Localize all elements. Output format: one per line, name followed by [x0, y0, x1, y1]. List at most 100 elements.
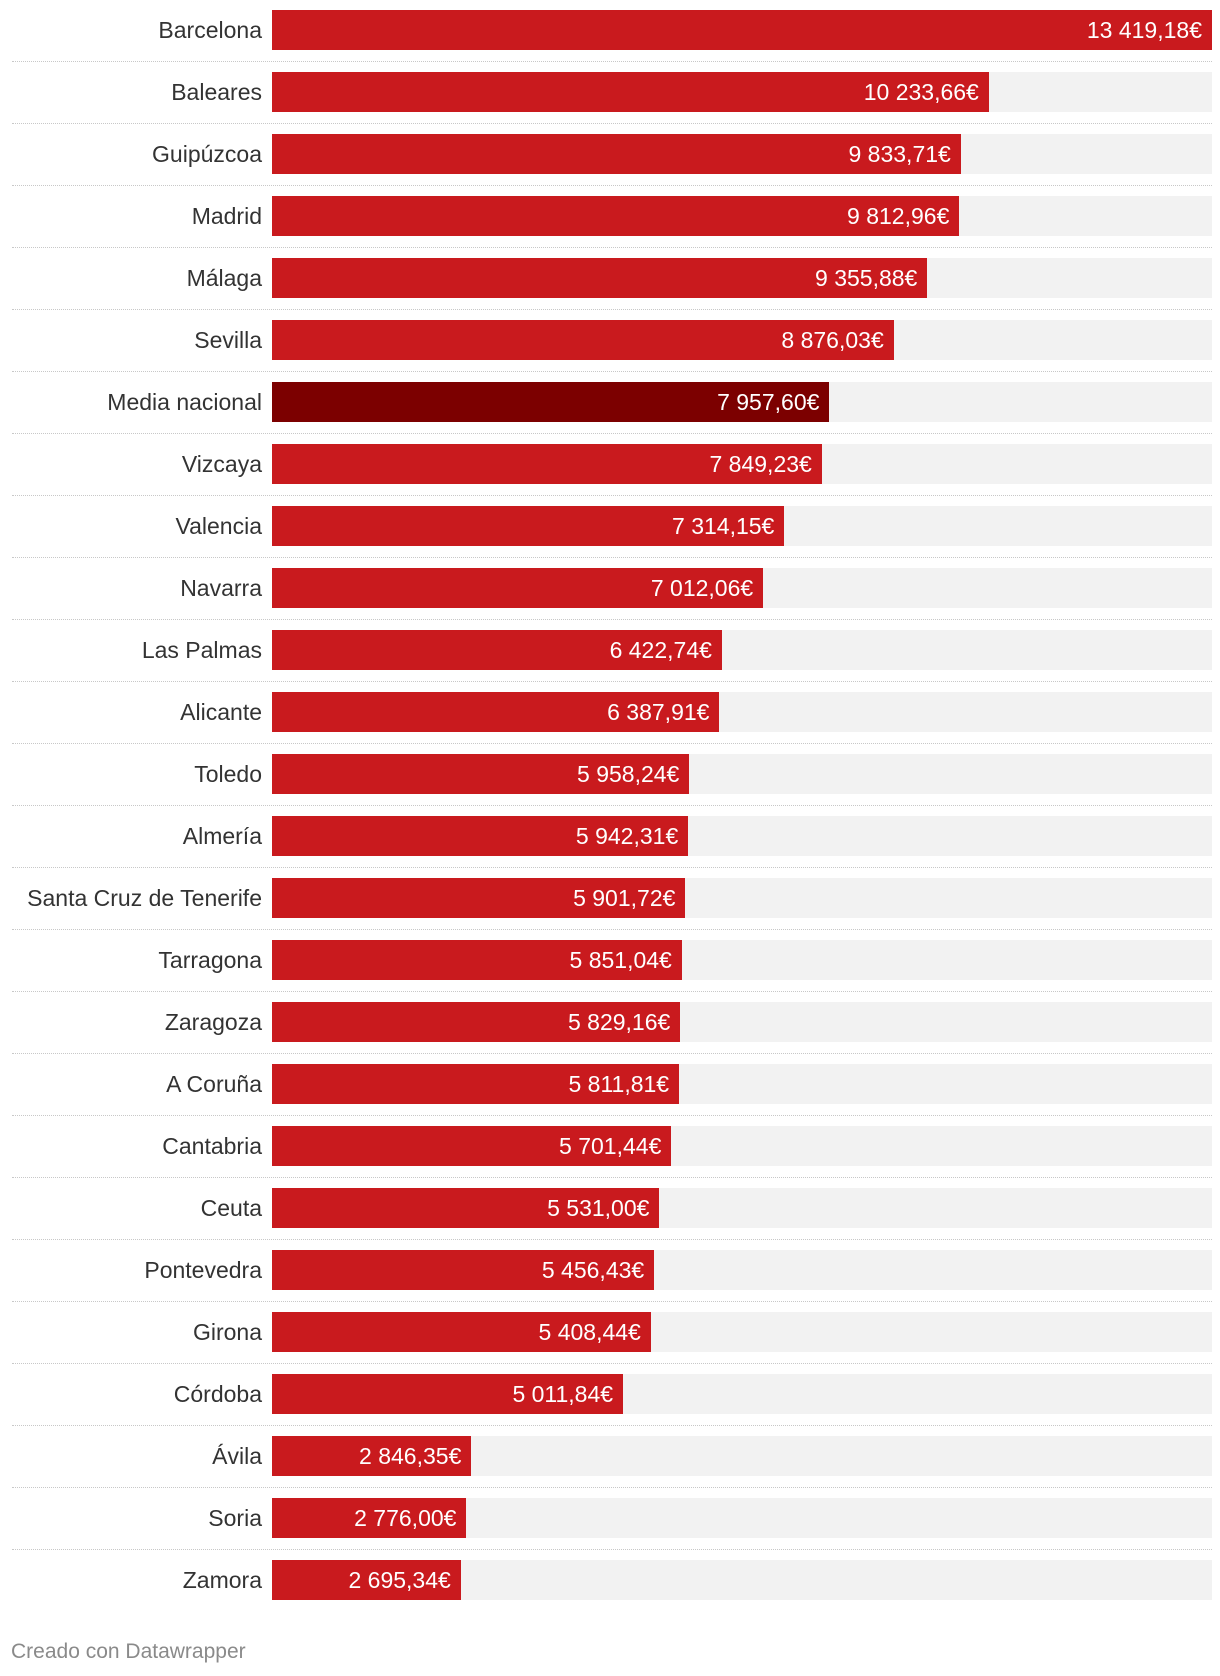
- bar: 7 314,15€: [272, 506, 785, 546]
- value-label: 9 812,96€: [847, 203, 950, 229]
- value-label: 6 387,91€: [607, 699, 710, 725]
- bar-row: Baleares 10 233,66€: [12, 62, 1212, 124]
- value-label: 5 958,24€: [577, 761, 680, 787]
- category-label: Guipúzcoa: [152, 141, 262, 167]
- category-label: Zamora: [182, 1567, 262, 1593]
- category-label: Navarra: [180, 575, 262, 601]
- bar: 2 776,00€: [272, 1498, 467, 1538]
- bar-track: 5 942,31€: [272, 816, 1212, 856]
- value-label: 2 846,35€: [359, 1443, 462, 1469]
- bar: 7 957,60€: [272, 382, 830, 422]
- bar-track: 8 876,03€: [272, 320, 1212, 360]
- bar-row: Soria 2 776,00€: [12, 1488, 1212, 1550]
- bar-row: Media nacional 7 957,60€: [12, 372, 1212, 434]
- bar-row: Toledo 5 958,24€: [12, 744, 1212, 806]
- bar-row: Guipúzcoa 9 833,71€: [12, 124, 1212, 186]
- category-label: Vizcaya: [181, 451, 262, 477]
- value-label: 2 695,34€: [348, 1567, 451, 1593]
- bar-track: 7 314,15€: [272, 506, 1212, 546]
- bar-track: 2 776,00€: [272, 1498, 1212, 1538]
- bar: 5 811,81€: [272, 1064, 680, 1104]
- bar: 5 851,04€: [272, 940, 682, 980]
- category-label: Pontevedra: [144, 1257, 262, 1283]
- bar-track: 5 851,04€: [272, 940, 1212, 980]
- bar: 2 695,34€: [272, 1560, 461, 1600]
- bar-row: Ávila 2 846,35€: [12, 1426, 1212, 1488]
- bar-row: Madrid 9 812,96€: [12, 186, 1212, 248]
- bar: 5 531,00€: [272, 1188, 660, 1228]
- bar: 5 408,44€: [272, 1312, 651, 1352]
- bar-track: 2 846,35€: [272, 1436, 1212, 1476]
- category-label: Valencia: [175, 513, 262, 539]
- category-label: A Coruña: [166, 1071, 262, 1097]
- bar-track: 7 957,60€: [272, 382, 1212, 422]
- bar: 7 849,23€: [272, 444, 822, 484]
- bar-row: Vizcaya 7 849,23€: [12, 434, 1212, 496]
- bar-row: Málaga 9 355,88€: [12, 248, 1212, 310]
- bar-row: Pontevedra 5 456,43€: [12, 1240, 1212, 1302]
- bar: 5 958,24€: [272, 754, 690, 794]
- bar-row: Córdoba 5 011,84€: [12, 1364, 1212, 1426]
- bar: 9 355,88€: [272, 258, 928, 298]
- value-label: 7 849,23€: [709, 451, 812, 477]
- bar-track: 7 849,23€: [272, 444, 1212, 484]
- category-label: Santa Cruz de Tenerife: [27, 885, 262, 911]
- category-label: Almería: [182, 823, 262, 849]
- value-label: 5 456,43€: [541, 1257, 645, 1283]
- value-label: 10 233,66€: [863, 79, 979, 105]
- bar-track: 6 422,74€: [272, 630, 1212, 670]
- bar: 5 829,16€: [272, 1002, 681, 1042]
- bar: 5 942,31€: [272, 816, 689, 856]
- category-label: Cantabria: [162, 1133, 262, 1159]
- bar-track: 9 355,88€: [272, 258, 1212, 298]
- bar: 7 012,06€: [272, 568, 764, 608]
- bar-row: Zamora 2 695,34€: [12, 1550, 1212, 1612]
- bar: 5 901,72€: [272, 878, 686, 918]
- bar-track: 5 456,43€: [272, 1250, 1212, 1290]
- bar-row: Barcelona 13 419,18€: [12, 0, 1212, 62]
- category-label: Soria: [208, 1505, 262, 1531]
- category-label: Barcelona: [158, 17, 262, 43]
- bar-row: Almería 5 942,31€: [12, 806, 1212, 868]
- value-label: 2 776,00€: [354, 1505, 457, 1531]
- bar-row: Santa Cruz de Tenerife 5 901,72€: [12, 868, 1212, 930]
- bar-track: 5 958,24€: [272, 754, 1212, 794]
- value-label: 5 829,16€: [567, 1009, 671, 1035]
- bar-track: 10 233,66€: [272, 72, 1212, 112]
- value-label: 6 422,74€: [609, 637, 712, 663]
- bar-track: 5 408,44€: [272, 1312, 1212, 1352]
- category-label: Sevilla: [194, 327, 262, 353]
- bar: 8 876,03€: [272, 320, 894, 360]
- category-label: Ávila: [212, 1443, 262, 1469]
- bar-track: 13 419,18€: [272, 10, 1212, 50]
- value-label: 5 531,00€: [547, 1195, 650, 1221]
- bar-row: Ceuta 5 531,00€: [12, 1178, 1212, 1240]
- bar: 10 233,66€: [272, 72, 989, 112]
- bar-row: Girona 5 408,44€: [12, 1302, 1212, 1364]
- value-label: 5 901,72€: [573, 885, 676, 911]
- bar-row: Alicante 6 387,91€: [12, 682, 1212, 744]
- bar: 9 833,71€: [272, 134, 961, 174]
- category-label: Las Palmas: [141, 637, 262, 663]
- value-label: 5 942,31€: [575, 823, 679, 849]
- value-label: 9 833,71€: [848, 141, 951, 167]
- value-label: 5 011,84€: [512, 1381, 614, 1407]
- value-label: 8 876,03€: [781, 327, 884, 353]
- value-label: 5 408,44€: [538, 1319, 641, 1345]
- category-label: Ceuta: [200, 1195, 262, 1221]
- value-label: 7 314,15€: [672, 513, 775, 539]
- bar-track: 5 701,44€: [272, 1126, 1212, 1166]
- bar: 5 701,44€: [272, 1126, 672, 1166]
- value-label: 5 851,04€: [569, 947, 672, 973]
- category-label: Madrid: [191, 203, 262, 229]
- category-label: Baleares: [171, 79, 262, 105]
- credit-text: Creado con Datawrapper: [11, 1640, 246, 1663]
- bar: 13 419,18€: [272, 10, 1212, 50]
- bar-track: 7 012,06€: [272, 568, 1212, 608]
- bar-chart: Barcelona 13 419,18€ Baleares 10 233,66€ Gui…: [12, 0, 1212, 1612]
- bar-row: Tarragona 5 851,04€: [12, 930, 1212, 992]
- bar: 9 812,96€: [272, 196, 960, 236]
- bar-row: Valencia 7 314,15€: [12, 496, 1212, 558]
- category-label: Media nacional: [107, 389, 262, 415]
- bar-track: 5 811,81€: [272, 1064, 1212, 1104]
